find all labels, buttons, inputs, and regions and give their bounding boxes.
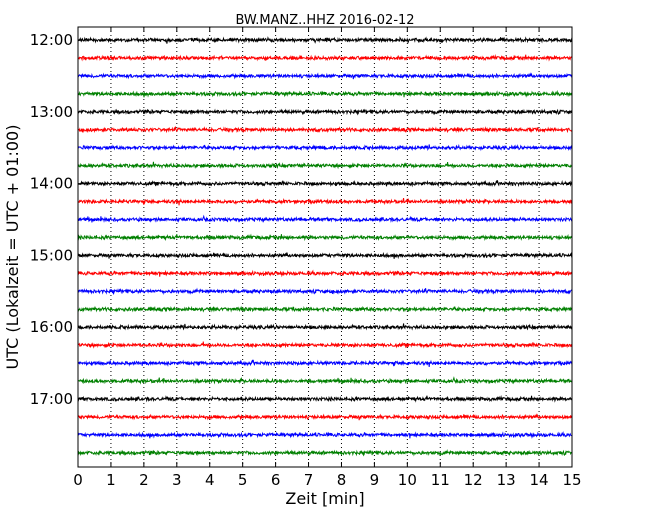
trace-1530 (77, 287, 573, 295)
plot-area (78, 27, 572, 467)
trace-1745 (77, 449, 573, 457)
x-tick-label: 2 (139, 471, 149, 489)
x-tick-label: 6 (271, 471, 281, 489)
y-tick-label: 15:00 (30, 246, 73, 264)
trace-group (77, 36, 573, 457)
trace-1245 (77, 90, 573, 98)
trace-1415 (77, 197, 573, 206)
trace-1700 (77, 395, 573, 403)
y-axis-label: UTC (Lokalzeit = UTC + 01:00) (3, 125, 22, 370)
trace-1230 (77, 72, 573, 80)
plot-frame (77, 26, 573, 468)
trace-1315 (77, 126, 573, 134)
x-tick-label: 7 (304, 471, 314, 489)
y-tick-label: 16:00 (30, 318, 73, 336)
x-tick-label: 1 (106, 471, 116, 489)
y-axis-ticks: 12:00 13:00 14:00 15:00 16:00 17:00 (30, 31, 572, 408)
chart-title: BW.MANZ..HHZ 2016-02-12 (235, 13, 414, 28)
x-tick-label: 10 (398, 471, 417, 489)
y-tick-label: 17:00 (30, 390, 73, 408)
trace-1345 (77, 161, 573, 170)
trace-1500 (77, 251, 573, 260)
y-tick-label: 14:00 (30, 175, 73, 193)
x-tick-label: 5 (238, 471, 248, 489)
trace-1630 (77, 359, 573, 367)
x-tick-label: 12 (464, 471, 483, 489)
x-tick-label: 13 (497, 471, 516, 489)
trace-1545 (77, 305, 573, 313)
y-tick-label: 12:00 (30, 31, 73, 49)
y-tick-label: 13:00 (30, 103, 73, 121)
trace-1300 (77, 108, 573, 116)
trace-1200 (77, 36, 573, 44)
x-tick-label: 0 (73, 471, 83, 489)
trace-1430 (77, 214, 573, 223)
trace-1515 (77, 269, 573, 278)
trace-1400 (77, 179, 573, 188)
trace-1615 (77, 341, 573, 349)
trace-1645 (77, 376, 573, 385)
trace-1215 (77, 53, 573, 62)
x-tick-label: 15 (562, 471, 581, 489)
x-tick-label: 14 (530, 471, 549, 489)
trace-1715 (77, 413, 573, 421)
x-tick-label: 11 (431, 471, 450, 489)
grid-lines (110, 27, 540, 467)
x-tick-label: 8 (337, 471, 347, 489)
x-axis-label: Zeit [min] (285, 489, 364, 508)
x-tick-label: 9 (370, 471, 380, 489)
trace-1445 (77, 233, 573, 242)
trace-1330 (77, 143, 573, 152)
x-tick-label: 3 (172, 471, 182, 489)
x-tick-label: 4 (205, 471, 215, 489)
trace-1730 (77, 431, 573, 439)
trace-1600 (77, 323, 573, 331)
